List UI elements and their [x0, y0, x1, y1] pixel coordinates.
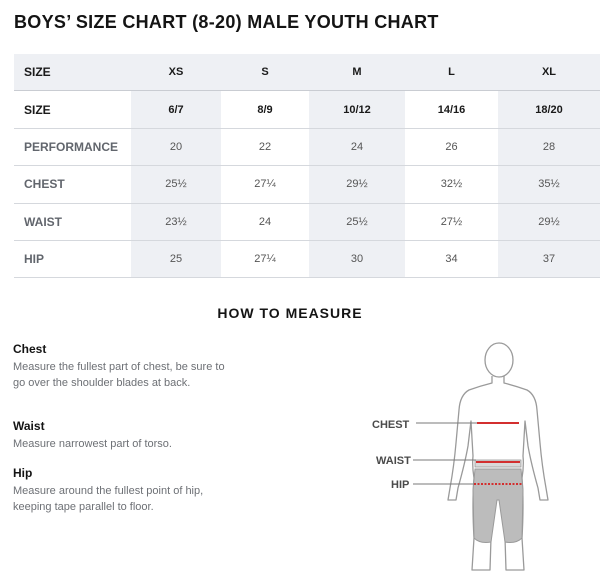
measure-chest: Chest Measure the fullest part of chest,…	[13, 342, 233, 391]
table-cell: 27¼	[221, 165, 309, 204]
table-cell: 30	[309, 240, 405, 279]
how-to-measure-title: HOW TO MEASURE	[217, 305, 363, 321]
table-row: WAIST 23½ 24 25½ 27½ 29½	[14, 203, 600, 241]
row-label: PERFORMANCE	[14, 128, 131, 167]
measure-hip: Hip Measure around the fullest point of …	[13, 466, 233, 515]
table-cell: 35½	[498, 165, 600, 204]
measure-description: Measure narrowest part of torso.	[13, 438, 172, 450]
row-label: HIP	[14, 240, 131, 279]
header-cell-xl: XL	[498, 54, 600, 92]
table-cell: 24	[309, 128, 405, 167]
chart-title: BOYS’ SIZE CHART (8-20) MALE YOUTH CHART	[14, 12, 439, 32]
table-cell: 8/9	[221, 90, 309, 129]
table-cell: 27¼	[221, 240, 309, 279]
header-label: SIZE	[14, 54, 131, 92]
table-cell: 24	[221, 203, 309, 241]
table-cell: 23½	[131, 203, 221, 241]
header-cell-xs: XS	[131, 54, 221, 92]
table-cell: 37	[498, 240, 600, 279]
measure-description: Measure around the fullest point of hip,…	[13, 485, 204, 513]
header-cell-l: L	[405, 54, 498, 92]
table-cell: 27½	[405, 203, 498, 241]
measure-heading: Waist	[13, 419, 45, 433]
figure-label-chest: CHEST	[372, 419, 410, 431]
table-cell: 20	[131, 128, 221, 167]
table-row: SIZE 6/7 8/9 10/12 14/16 18/20	[14, 90, 600, 129]
table-cell: 18/20	[498, 90, 600, 129]
table-cell: 22	[221, 128, 309, 167]
table-cell: 14/16	[405, 90, 498, 129]
table-cell: 25½	[309, 203, 405, 241]
table-row: HIP 25 27¼ 30 34 37	[14, 240, 600, 279]
row-label: SIZE	[14, 90, 131, 129]
measuring-tapes	[474, 422, 522, 485]
body-measurement-figure: CHEST WAIST HIP	[372, 342, 549, 571]
table-cell: 29½	[498, 203, 600, 241]
body-outline	[447, 342, 549, 571]
table-row: CHEST 25½ 27¼ 29½ 32½ 35½	[14, 165, 600, 204]
figure-label-waist: WAIST	[376, 455, 411, 467]
header-cell-m: M	[309, 54, 405, 92]
table-cell: 34	[405, 240, 498, 279]
header-cell-s: S	[221, 54, 309, 92]
table-cell: 32½	[405, 165, 498, 204]
leader-lines	[413, 422, 477, 485]
measure-description: Measure the fullest part of chest, be su…	[13, 361, 225, 389]
table-cell: 10/12	[309, 90, 405, 129]
measure-heading: Hip	[13, 466, 33, 480]
measure-heading: Chest	[13, 342, 47, 356]
size-table: SIZE XS S M L XL SIZE 6/7 8/9 10/12 14/1…	[14, 54, 600, 279]
table-cell: 25	[131, 240, 221, 279]
waistband	[474, 459, 522, 468]
table-row: PERFORMANCE 20 22 24 26 28	[14, 128, 600, 167]
table-cell: 6/7	[131, 90, 221, 129]
table-header-row: SIZE XS S M L XL	[14, 54, 600, 92]
measure-waist: Waist Measure narrowest part of torso.	[13, 419, 233, 452]
table-cell: 25½	[131, 165, 221, 204]
row-label: CHEST	[14, 165, 131, 204]
row-label: WAIST	[14, 203, 131, 241]
table-cell: 28	[498, 128, 600, 167]
figure-label-hip: HIP	[391, 479, 409, 491]
table-cell: 29½	[309, 165, 405, 204]
table-cell: 26	[405, 128, 498, 167]
shorts-shape	[472, 468, 524, 543]
